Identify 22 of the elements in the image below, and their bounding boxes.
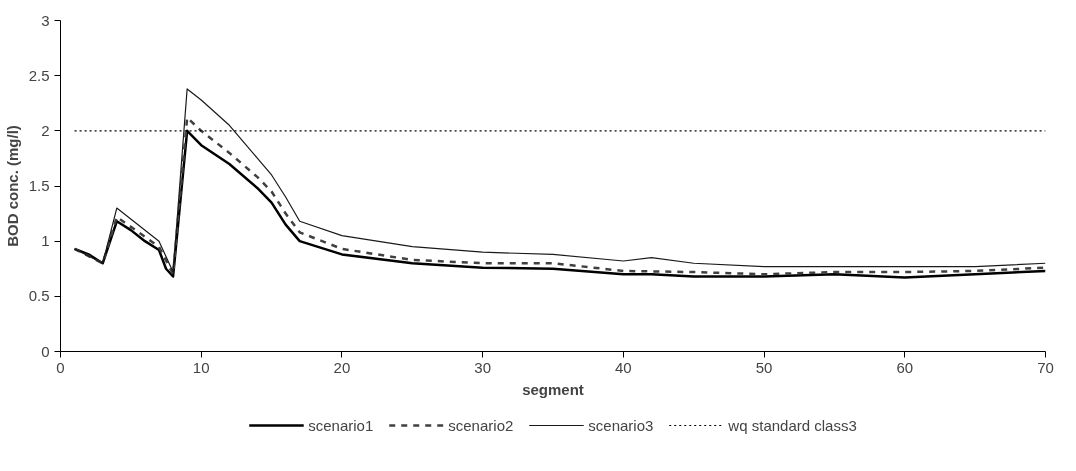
legend-label: scenario3: [588, 416, 654, 434]
y-tick-label: 0: [41, 342, 50, 360]
y-tick-label: 1: [41, 232, 50, 250]
x-tick-label: 60: [896, 358, 914, 376]
x-tick-label: 40: [615, 358, 632, 376]
x-tick-label: 30: [474, 358, 491, 376]
x-tick-label: 50: [755, 358, 773, 376]
y-tick-label: 3: [41, 11, 50, 29]
y-tick-label: 1.5: [28, 177, 50, 194]
x-tick-label: 10: [192, 358, 210, 376]
x-tick-label: 20: [333, 358, 351, 376]
x-tick-label: 70: [1037, 358, 1054, 376]
y-axis-title: BOD conc. (mg/l): [3, 125, 21, 247]
x-tick-label: 0: [56, 358, 65, 376]
x-axis-title: segment: [522, 380, 584, 398]
y-tick-label: 0.5: [28, 287, 50, 305]
legend-label: scenario1: [308, 416, 374, 434]
y-tick-label: 2: [41, 121, 50, 139]
legend-label: scenario2: [448, 416, 514, 434]
y-tick-label: 2.5: [28, 66, 50, 84]
legend-label: wq standard class3: [728, 416, 857, 434]
line-series: [73, 88, 1046, 273]
